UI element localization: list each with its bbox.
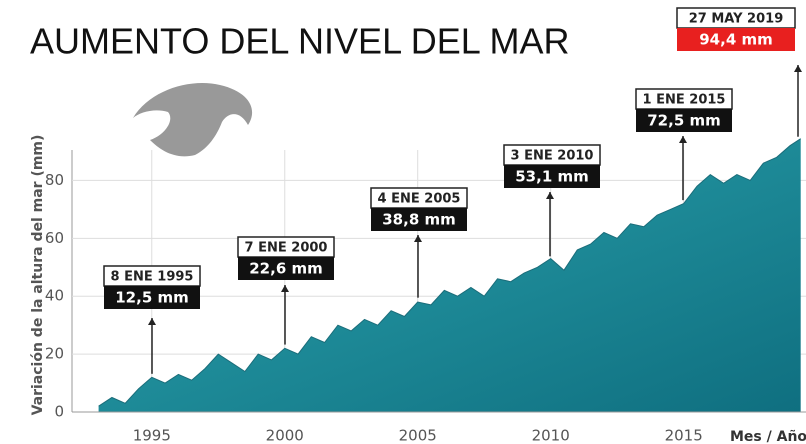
arrow-head <box>794 65 802 72</box>
annotation-value: 53,1 mm <box>515 168 589 186</box>
x-tick-label: 2015 <box>665 427 703 444</box>
annotation-value-box <box>636 109 732 132</box>
annotation-value-box <box>677 28 795 51</box>
arrow-head <box>546 192 554 199</box>
y-tick-label: 0 <box>54 403 64 421</box>
y-tick-label: 20 <box>45 345 64 363</box>
annotation-value-box <box>104 286 200 309</box>
line <box>98 138 801 407</box>
y-tick-label: 40 <box>45 287 64 305</box>
arrow-head <box>679 136 687 143</box>
annotation-date: 27 MAY 2019 <box>689 12 784 27</box>
annotation-value: 72,5 mm <box>647 112 721 130</box>
x-tick-label: 2005 <box>399 427 437 444</box>
arrow-head <box>414 235 422 242</box>
annotation-value: 94,4 mm <box>699 31 773 49</box>
x-axis-label: Mes / Año <box>730 429 806 444</box>
y-axis-label: Variación de la altura del mar (mm) <box>30 135 46 416</box>
annotation-date: 4 ENE 2005 <box>378 192 461 207</box>
annotation-value: 38,8 mm <box>382 211 456 229</box>
x-tick-label: 2000 <box>266 427 304 444</box>
arrow-head <box>148 318 156 325</box>
chart-title: AUMENTO DEL NIVEL DEL MAR <box>30 21 569 62</box>
x-tick-label: 1995 <box>133 427 171 444</box>
annotation-date: 3 ENE 2010 <box>511 149 594 164</box>
y-tick-label: 80 <box>45 171 64 189</box>
area <box>98 138 801 412</box>
annotation-value: 12,5 mm <box>115 289 189 307</box>
x-tick-label: 2010 <box>532 427 570 444</box>
wave-icon <box>133 83 253 157</box>
annotation-value: 22,6 mm <box>249 260 323 278</box>
y-tick-label: 60 <box>45 229 64 247</box>
annotation-date: 8 ENE 1995 <box>111 270 194 285</box>
arrow-head <box>281 285 289 292</box>
annotation-value-box <box>238 257 334 280</box>
annotation-value-box <box>371 208 467 231</box>
annotation-date: 7 ENE 2000 <box>245 241 328 256</box>
annotation-value-box <box>504 165 600 188</box>
annotation-date: 1 ENE 2015 <box>643 93 726 108</box>
